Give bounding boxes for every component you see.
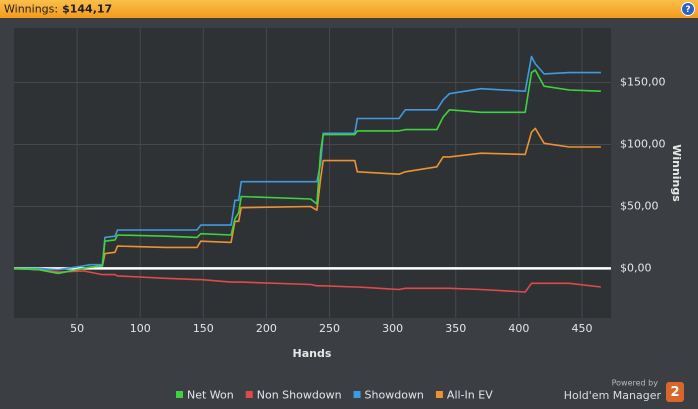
header-label: Winnings: [4,3,58,16]
legend-swatch [435,391,443,398]
logo-text: 2 [670,385,679,400]
product-name: Hold'em Manager [564,389,662,402]
x-tick-label: 350 [445,322,466,335]
x-tick-label: 50 [70,322,84,335]
header-value: $144,17 [62,3,112,16]
help-icon-text[interactable]: ? [685,5,690,15]
header-bar [0,0,698,18]
legend-swatch [245,391,253,398]
series-lines [13,55,601,293]
y-tick-label: $50,00 [620,199,659,212]
series-line [13,69,601,275]
y-tick-label: $150,00 [620,76,666,89]
help-icon[interactable] [681,2,695,16]
x-tick-label: 150 [193,322,214,335]
legend-label: Non Showdown [257,389,342,402]
y-tick-label: $0,00 [620,261,652,274]
logo [666,382,684,402]
legend-label: Showdown [365,389,424,402]
x-tick-label: 400 [508,322,529,335]
y-tick-label: $100,00 [620,137,666,150]
x-tick-label: 250 [319,322,340,335]
x-tick-label: 100 [130,322,151,335]
x-axis-title: Hands [293,347,332,360]
powered-by: Powered by [612,379,659,388]
legend-swatch [176,391,183,398]
x-tick-label: 200 [256,322,277,335]
legend-label: Net Won [187,389,234,402]
legend: Net Won Non Showdown Showdown All-In EV [176,389,493,402]
series-line [13,267,601,293]
labels: $0,00 $50,00 $100,00 $150,00 50 100 150 200 250 3… [70,76,665,335]
y-axis-title: Winnings [670,144,683,202]
x-tick-label: 450 [571,322,592,335]
legend-swatch [353,391,361,398]
x-tick-label: 300 [382,322,403,335]
legend-label: All-In EV [447,389,493,402]
